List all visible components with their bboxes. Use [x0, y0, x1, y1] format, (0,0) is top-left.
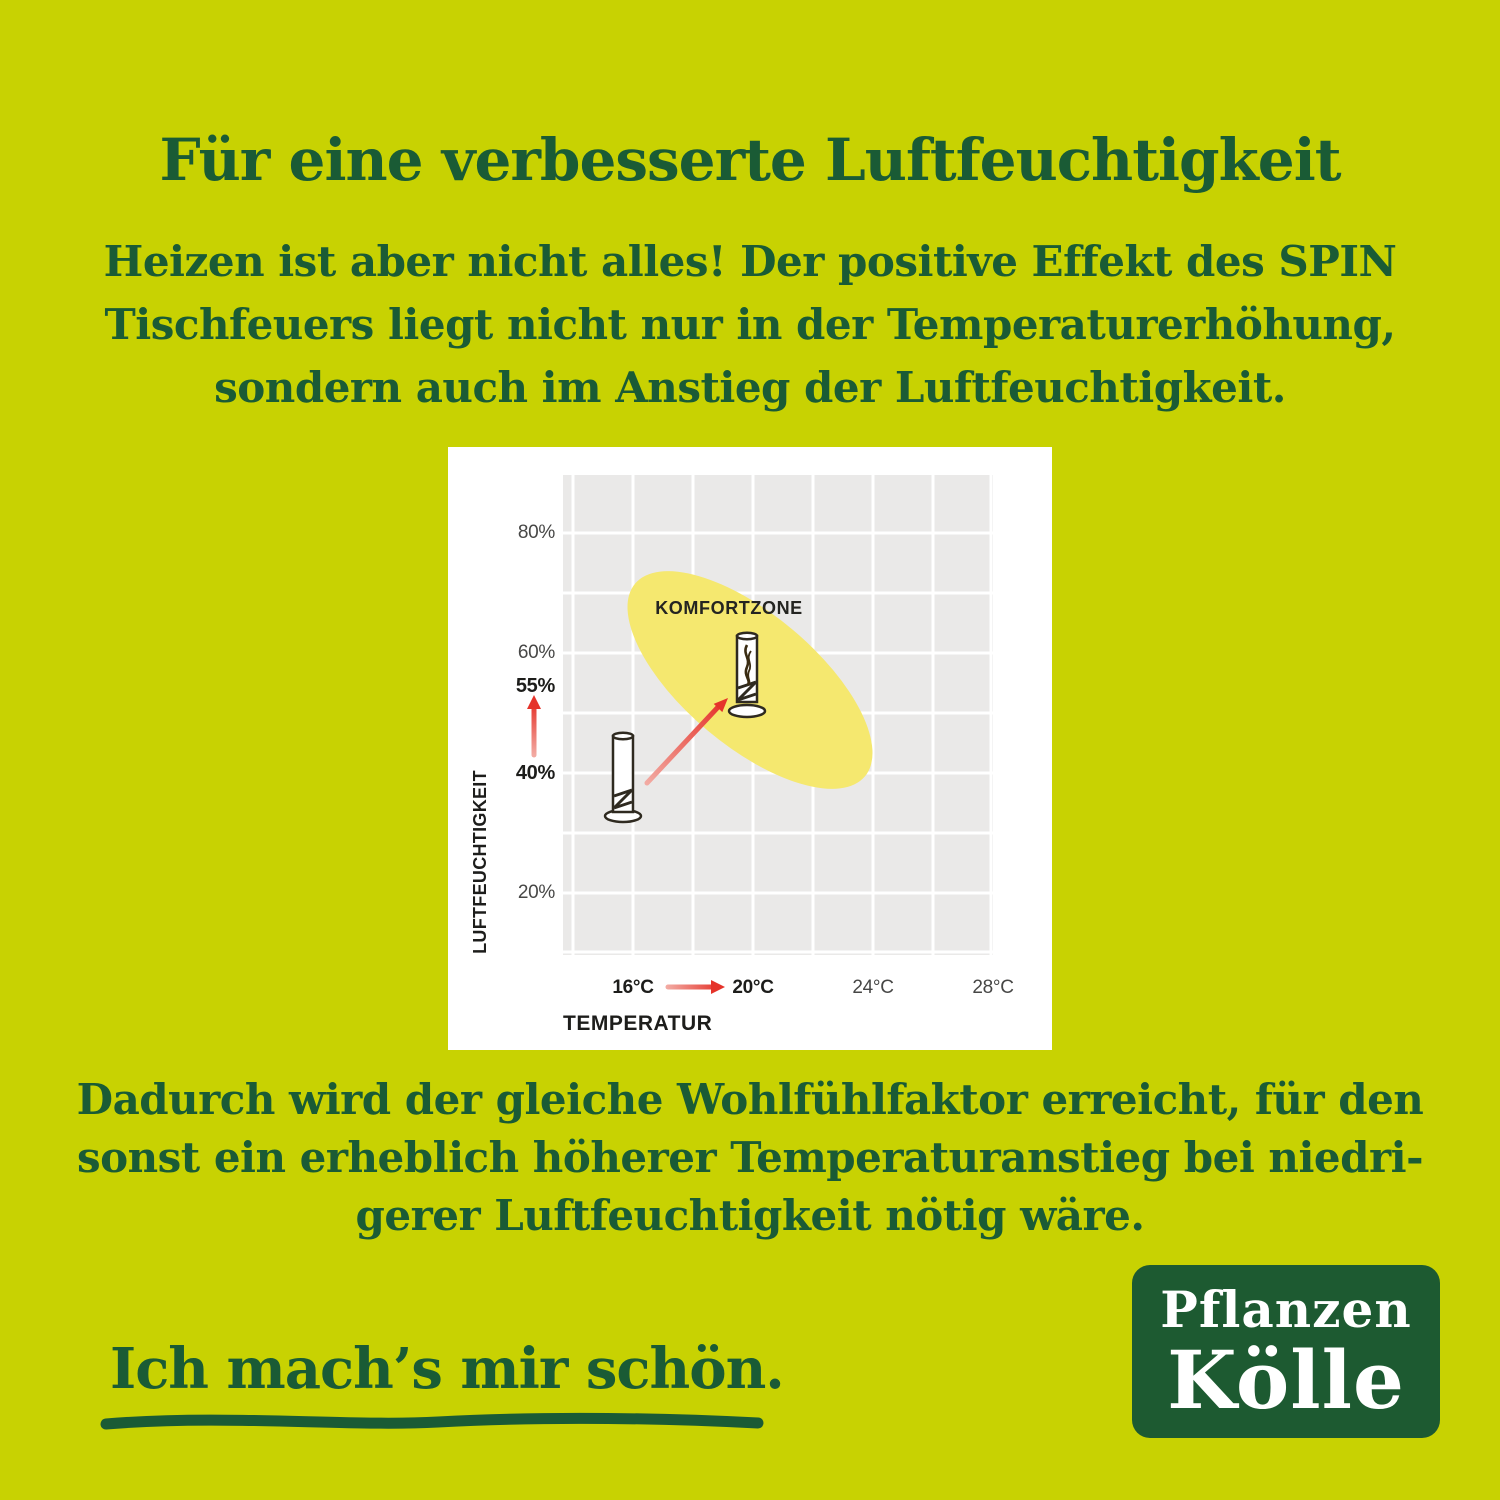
y-axis-title: LUFTFEUCHTIGKEIT [470, 770, 490, 954]
chart-panel: 80% 60% 55% 40% 20% 16°C 20°C 24°C 28°C … [448, 447, 1052, 1050]
y-tick-60: 60% [517, 642, 555, 663]
shift-arrow-icon [644, 698, 728, 786]
tagline-underline-swoosh [100, 1412, 764, 1430]
intro-line: sondern auch im Anstieg der Luftfeuchtig… [214, 363, 1286, 412]
pflanzen-koelle-logo: Pflanzen Kölle [1132, 1265, 1440, 1438]
intro-line: Tischfeuers liegt nicht nur in der Tempe… [104, 300, 1396, 349]
y-tick-20: 20% [517, 882, 555, 903]
outro-line: gerer Luftfeuchtigkeit nötig wäre. [355, 1191, 1145, 1240]
intro-line: Heizen ist aber nicht alles! Der positiv… [103, 237, 1397, 286]
logo-line-2: Kölle [1167, 1332, 1405, 1427]
intro-paragraph: Heizen ist aber nicht alles! Der positiv… [20, 230, 1480, 419]
outro-line: sonst ein erheblich höherer Temperaturan… [76, 1133, 1424, 1182]
tagline: Ich mach’s mir schön. [110, 1336, 785, 1402]
spin-torch-lit-icon [727, 631, 767, 719]
x-tick-24: 24°C [852, 977, 894, 998]
x-tick-28: 28°C [972, 977, 1014, 998]
x-tick-16: 16°C [612, 977, 654, 998]
x-axis-title: TEMPERATUR [563, 1012, 713, 1035]
chart-plot [563, 475, 993, 955]
page-title: Für eine verbesserte Luftfeuchtigkeit [159, 126, 1341, 194]
humidity-up-arrow-icon [527, 695, 541, 758]
spin-torch-unlit-icon [603, 731, 643, 824]
y-tick-80: 80% [517, 522, 555, 543]
outro-line: Dadurch wird der gleiche Wohlfühlfaktor … [76, 1075, 1424, 1124]
outro-paragraph: Dadurch wird der gleiche Wohlfühlfaktor … [20, 1071, 1480, 1245]
x-tick-20: 20°C [732, 977, 774, 998]
comfort-zone-label: KOMFORTZONE [655, 598, 803, 618]
logo-line-1: Pflanzen [1160, 1279, 1412, 1339]
y-tick-55: 55% [515, 675, 555, 697]
y-tick-40: 40% [515, 762, 555, 784]
